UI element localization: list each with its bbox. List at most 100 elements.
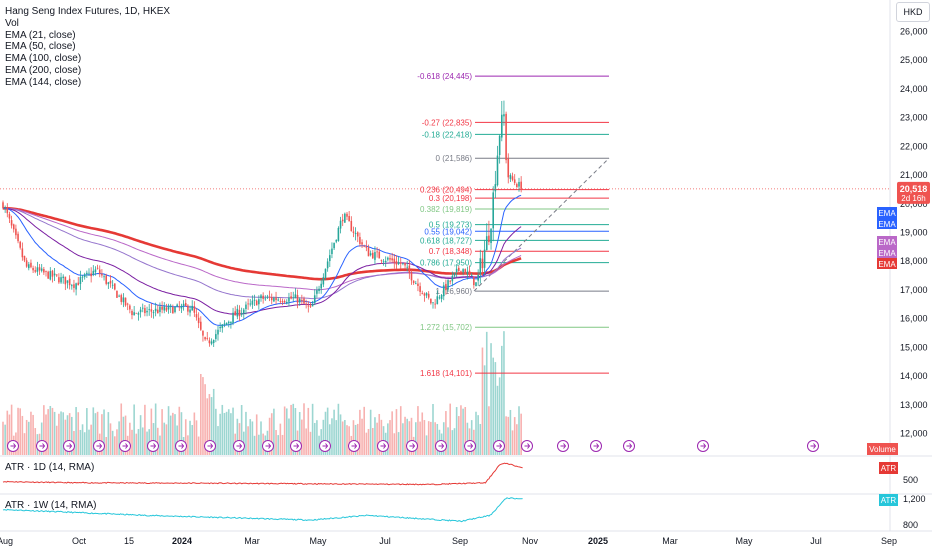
event-icon[interactable]: [7, 440, 19, 452]
candle-body: [150, 309, 153, 312]
volume-bar: [146, 431, 148, 455]
volume-bar: [77, 412, 80, 455]
candle-body: [427, 293, 430, 298]
atr-1d-pane-title[interactable]: ATR · 1D (14, RMA): [5, 462, 95, 473]
legend-ema21[interactable]: EMA (21, close): [5, 29, 76, 41]
volume-bar: [511, 430, 514, 455]
candle-body: [30, 262, 32, 268]
event-icon[interactable]: [557, 440, 569, 452]
candle-body: [212, 340, 215, 344]
candle-body: [402, 263, 404, 265]
ema-axis-tag[interactable]: EMA: [877, 218, 897, 229]
ema-axis-tag[interactable]: EMA: [877, 258, 897, 269]
candle-body: [47, 271, 49, 279]
event-icon[interactable]: [262, 440, 274, 452]
ema-axis-tag-bg: [877, 218, 897, 229]
candle-body: [470, 275, 473, 277]
atr-1w-pane-title[interactable]: ATR · 1W (14, RMA): [5, 500, 97, 511]
volume-bar: [202, 377, 204, 455]
event-icon[interactable]: [93, 440, 105, 452]
event-icon[interactable]: [63, 440, 75, 452]
atr-1w-tag[interactable]: ATR: [879, 494, 898, 506]
volume-bar: [223, 412, 226, 455]
volume-axis-tag-label: Volume: [869, 445, 896, 454]
volume-bar: [86, 408, 88, 455]
fib-level-label: 0.236 (20,494): [420, 186, 472, 195]
legend-ema100[interactable]: EMA (100, close): [5, 53, 82, 65]
event-icon[interactable]: [697, 440, 709, 452]
event-icon[interactable]: [464, 440, 476, 452]
candle-body: [126, 303, 129, 305]
legend-ema144[interactable]: EMA (144, close): [5, 76, 82, 88]
volume-bar: [303, 403, 305, 455]
candle-body: [399, 262, 402, 264]
volume-bar: [47, 409, 49, 455]
legend-vol[interactable]: Vol: [5, 17, 19, 29]
volume-bar: [503, 331, 505, 455]
event-icon[interactable]: [233, 440, 245, 452]
currency-button[interactable]: HKD: [896, 2, 930, 22]
event-icon[interactable]: [319, 440, 331, 452]
candle-body: [66, 280, 69, 283]
candle-body: [294, 294, 297, 299]
volume-bar: [32, 414, 34, 455]
fib-level-label: 0.618 (18,727): [420, 236, 472, 245]
event-icon[interactable]: [807, 440, 819, 452]
fib-retracement[interactable]: -0.618 (24,445) -0.27 (22,835) -0.18 (22,4…: [417, 72, 610, 378]
legend-ema50[interactable]: EMA (50, close): [5, 41, 76, 53]
candle-body: [15, 228, 17, 236]
volume-bar: [490, 343, 492, 455]
event-icon[interactable]: [590, 440, 602, 452]
event-icon[interactable]: [348, 440, 360, 452]
event-icon[interactable]: [406, 440, 418, 452]
ema-axis-tag[interactable]: EMA: [877, 236, 897, 247]
ema-axis-tag-bg: [877, 207, 897, 218]
volume-bar: [520, 413, 522, 455]
event-icon[interactable]: [204, 440, 216, 452]
candle-body: [19, 241, 21, 248]
volume-bar: [79, 429, 82, 455]
legend-ema200[interactable]: EMA (200, close): [5, 64, 82, 76]
volume-bar: [169, 415, 172, 455]
fib-level-label: 0.5 (19,273): [429, 221, 472, 230]
volume-bar: [415, 422, 417, 455]
candle-body: [374, 252, 376, 260]
candle-body: [430, 298, 432, 304]
volume-bar: [232, 407, 234, 455]
event-icon[interactable]: [623, 440, 635, 452]
event-icon[interactable]: [435, 440, 447, 452]
volume-bar: [344, 420, 346, 455]
symbol-title[interactable]: Hang Seng Index Futures, 1D, HKEX: [5, 6, 171, 17]
price-axis-tick-label: 22,000: [900, 141, 928, 151]
event-icon[interactable]: [147, 440, 159, 452]
event-icon[interactable]: [521, 440, 533, 452]
event-icon[interactable]: [377, 440, 389, 452]
arrow-right-icon: [409, 443, 416, 449]
event-icon[interactable]: [119, 440, 131, 452]
event-icon[interactable]: [175, 440, 187, 452]
volume-bar: [109, 423, 112, 455]
event-icon[interactable]: [290, 440, 302, 452]
ema-axis-tag[interactable]: EMA: [877, 207, 897, 218]
atr-1d-tag[interactable]: ATR: [879, 462, 898, 474]
candle-body: [468, 270, 471, 275]
arrow-right-icon: [178, 443, 185, 449]
volume-axis-tag[interactable]: Volume: [867, 443, 898, 455]
volume-bar: [195, 420, 198, 455]
event-icon[interactable]: [493, 440, 505, 452]
candle-body: [516, 184, 518, 188]
fib-level-label: 1 (16,960): [436, 287, 473, 296]
volume-bar: [507, 416, 510, 455]
candle-body: [111, 284, 114, 286]
price-axis-tick-label: 25,000: [900, 55, 928, 65]
candle-body: [296, 295, 299, 303]
ema-axis-tag[interactable]: EMA: [877, 247, 897, 258]
volume-bar: [28, 421, 30, 455]
event-icon[interactable]: [36, 440, 48, 452]
volume-bar: [395, 409, 398, 455]
candle-body: [378, 251, 381, 259]
candle-body: [270, 297, 273, 301]
candle-body: [215, 334, 217, 339]
